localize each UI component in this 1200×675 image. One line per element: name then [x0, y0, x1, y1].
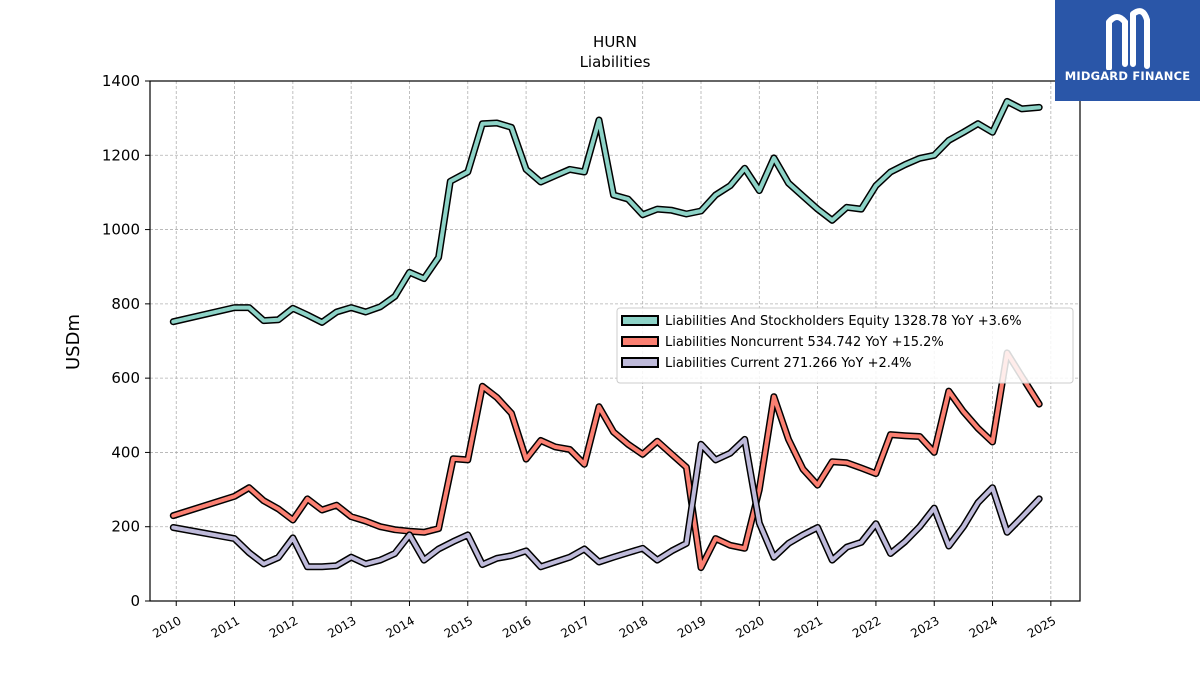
- logo-mark-icon: [1106, 8, 1150, 70]
- x-tick-label: 2020: [733, 613, 766, 640]
- y-tick-label: 400: [111, 443, 140, 461]
- x-tick-label: 2024: [967, 613, 1000, 640]
- y-tick-label: 0: [130, 592, 140, 610]
- plot-frame: [149, 80, 1081, 602]
- legend-label: Liabilities Noncurrent 534.742 YoY +15.2…: [665, 335, 944, 350]
- legend-swatch: [621, 357, 659, 368]
- chart-title: HURN: [593, 33, 637, 51]
- legend: Liabilities And Stockholders Equity 1328…: [616, 307, 1074, 384]
- series-line: [171, 99, 1042, 325]
- series-lines: [169, 97, 1043, 572]
- x-tick-label: 2011: [209, 613, 242, 640]
- x-tick-label: 2022: [850, 613, 883, 640]
- x-tick-label: 2017: [558, 613, 591, 640]
- series-line: [171, 437, 1042, 569]
- brand-logo: MIDGARD FINANCE: [1055, 0, 1200, 101]
- y-tick-label: 1200: [102, 146, 140, 164]
- y-tick-label: 800: [111, 295, 140, 313]
- x-tick-label: 2019: [675, 613, 708, 640]
- y-tick-label: 1400: [102, 72, 140, 90]
- x-tick-label: 2012: [267, 613, 300, 640]
- legend-label: Liabilities Current 271.266 YoY +2.4%: [665, 356, 912, 371]
- x-tick-label: 2025: [1025, 613, 1058, 640]
- series-outline: [169, 97, 1043, 326]
- x-tick-label: 2010: [150, 613, 183, 640]
- x-tick-label: 2014: [384, 613, 417, 640]
- logo-text: MIDGARD FINANCE: [1064, 69, 1191, 83]
- x-tick-label: 2016: [500, 613, 533, 640]
- series-line: [171, 350, 1042, 570]
- x-tick-label: 2018: [617, 613, 650, 640]
- chart-subtitle: Liabilities: [580, 53, 651, 71]
- y-tick-label: 200: [111, 518, 140, 536]
- y-tick-label: 1000: [102, 221, 140, 239]
- y-axis-label: USDm: [63, 314, 84, 370]
- legend-label: Liabilities And Stockholders Equity 1328…: [665, 314, 1022, 329]
- legend-swatch: [621, 336, 659, 347]
- x-tick-label: 2013: [325, 613, 358, 640]
- y-tick-label: 600: [111, 369, 140, 387]
- x-tick-label: 2021: [792, 613, 825, 640]
- x-tick-label: 2015: [442, 613, 475, 640]
- x-tick-label: 2023: [908, 613, 941, 640]
- legend-swatch: [621, 315, 659, 326]
- legend-box: [616, 307, 1074, 384]
